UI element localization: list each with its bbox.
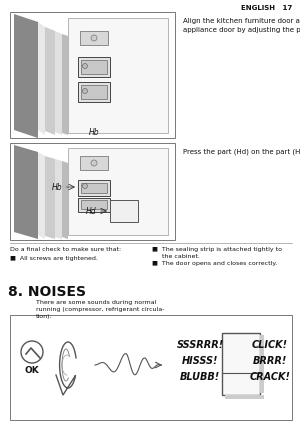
Text: 8. NOISES: 8. NOISES [8,285,86,299]
Bar [222,333,260,395]
Bar [68,18,168,133]
Circle shape [82,184,88,189]
Circle shape [91,35,97,41]
Polygon shape [45,156,55,239]
Polygon shape [55,31,62,135]
Polygon shape [14,145,38,239]
Text: OK: OK [25,366,39,375]
Bar [81,85,107,99]
Text: BLUBB!: BLUBB! [180,372,220,382]
Text: ENGLISH   17: ENGLISH 17 [241,5,292,11]
Polygon shape [38,22,45,135]
Bar [81,60,107,74]
Bar [78,82,110,102]
Bar [80,156,108,170]
Text: Do a final check to make sure that:: Do a final check to make sure that: [10,247,121,252]
Bar [78,180,110,196]
Bar [225,395,264,399]
Bar [10,315,292,420]
Text: CLICK!: CLICK! [252,340,288,350]
Circle shape [91,160,97,166]
Text: CRACK!: CRACK! [250,372,290,382]
Circle shape [82,88,88,94]
Bar [80,31,108,45]
Circle shape [82,63,88,68]
Polygon shape [45,27,55,135]
Bar [260,335,264,393]
Bar [81,183,107,193]
Text: SSSRRR!: SSSRRR! [176,340,224,350]
Text: HISSS!: HISSS! [182,356,218,366]
Bar [78,198,110,212]
Text: BRRR!: BRRR! [253,356,287,366]
Text: Hb: Hb [89,128,99,137]
Bar [81,200,107,209]
Text: Press the part (Hd) on the part (Hb).: Press the part (Hd) on the part (Hb). [183,148,300,155]
Polygon shape [62,161,68,239]
Text: ■  All screws are tightened.: ■ All screws are tightened. [10,256,98,261]
Bar [110,200,138,222]
Text: There are some sounds during normal
running (compressor, refrigerant circula-
ti: There are some sounds during normal runn… [36,300,164,319]
Text: Align the kitchen furniture door and the
appliance door by adjusting the part (H: Align the kitchen furniture door and the… [183,18,300,33]
Polygon shape [62,34,68,135]
Text: Hd: Hd [85,207,96,216]
Polygon shape [14,14,38,138]
Text: Hb: Hb [51,183,62,192]
Circle shape [21,341,43,363]
Polygon shape [55,159,62,239]
Text: ■  The door opens and closes correctly.: ■ The door opens and closes correctly. [152,261,277,266]
Text: ■  The sealing strip is attached tightly to
     the cabinet.: ■ The sealing strip is attached tightly … [152,247,282,259]
Bar [78,57,110,77]
Bar [10,12,175,138]
Bar [68,148,168,235]
Polygon shape [38,152,45,239]
Bar [10,143,175,240]
